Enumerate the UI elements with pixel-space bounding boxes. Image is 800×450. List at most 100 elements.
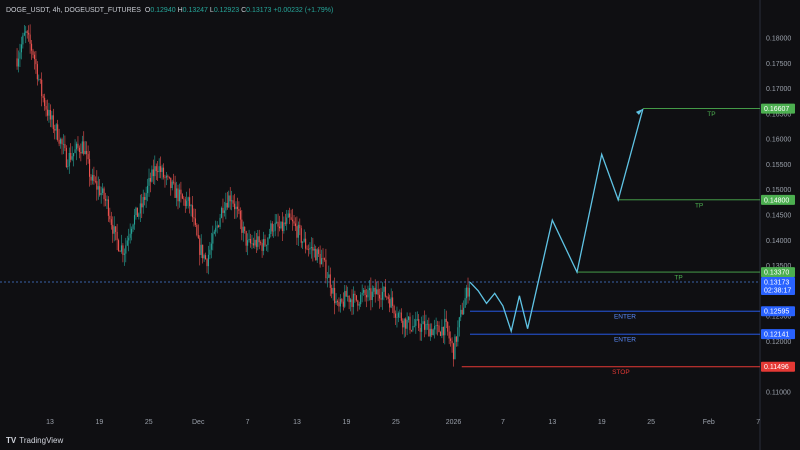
candle-body xyxy=(194,218,196,225)
close-label: C xyxy=(241,7,247,14)
candle-body xyxy=(370,288,372,301)
candle-body xyxy=(399,312,401,314)
candle-body xyxy=(206,259,208,267)
candle-body xyxy=(447,321,449,332)
candle-body xyxy=(265,245,268,246)
candle-body xyxy=(35,59,37,65)
current-price-text: 0.13173 xyxy=(764,280,789,287)
candle-body xyxy=(165,175,167,178)
x-tick-label: 19 xyxy=(343,419,351,426)
candle-body xyxy=(138,213,140,217)
candle-body xyxy=(460,309,462,318)
candle-body xyxy=(383,286,385,292)
symbol-legend: DOGE_USDT, 4h, DOGEUSDT_FUTURES O0.12940… xyxy=(6,7,333,14)
candle-body xyxy=(65,148,67,168)
candle-body xyxy=(306,248,308,250)
candle-body xyxy=(171,181,173,189)
candle-body xyxy=(270,223,272,234)
candle-body xyxy=(115,226,117,232)
projection-path[interactable] xyxy=(469,108,644,334)
x-tick-label: Dec xyxy=(192,419,205,426)
candle-body xyxy=(303,238,305,242)
tradingview-branding[interactable]: TV TradingView xyxy=(6,436,63,445)
candle-body xyxy=(162,167,165,178)
candle-body xyxy=(91,174,94,181)
candle-body xyxy=(374,287,376,295)
candle-body xyxy=(78,147,80,153)
candle-body xyxy=(29,34,31,44)
candle-body xyxy=(119,251,121,252)
level-label-tp: TP xyxy=(674,275,682,282)
candle-body xyxy=(155,166,157,172)
candle-body xyxy=(364,289,366,296)
candle-body xyxy=(116,231,118,241)
candle-body xyxy=(444,318,446,336)
candle-body xyxy=(213,231,215,234)
candle-body xyxy=(141,203,143,208)
candle-body xyxy=(352,293,355,307)
candle-body xyxy=(415,319,417,326)
candle-body xyxy=(409,316,411,331)
candle-body xyxy=(77,143,79,148)
x-tick-label: 19 xyxy=(598,419,606,426)
candle-body xyxy=(54,129,56,131)
candle-body xyxy=(267,237,269,246)
candle-body xyxy=(173,181,175,183)
candle-body xyxy=(365,295,368,298)
candle-body xyxy=(200,244,202,255)
candle-body xyxy=(135,207,137,216)
candle-body xyxy=(402,320,404,328)
level-price-tag-tp xyxy=(761,103,795,114)
candle-body xyxy=(392,297,394,306)
candle-body xyxy=(235,206,237,210)
candle-body xyxy=(100,193,102,196)
candle-body xyxy=(139,203,141,214)
candle-body xyxy=(203,255,205,259)
candle-body xyxy=(255,239,257,247)
candle-body xyxy=(281,221,283,232)
candle-body xyxy=(309,248,311,250)
candle-body xyxy=(123,253,125,255)
candle-body xyxy=(264,239,266,246)
candle-body xyxy=(74,149,76,154)
candle-body xyxy=(160,166,162,172)
candle-body xyxy=(338,302,340,307)
candle-body xyxy=(174,182,176,198)
symbol-title[interactable]: DOGE_USDT, 4h, DOGEUSDT_FUTURES xyxy=(6,7,141,14)
candle-body xyxy=(379,294,381,299)
candle-body xyxy=(290,217,292,220)
candle-body xyxy=(455,336,457,342)
candle-body xyxy=(154,166,156,177)
y-tick-label: 0.11000 xyxy=(766,389,791,396)
candle-body xyxy=(367,290,369,298)
candle-body xyxy=(81,141,83,154)
candle-body xyxy=(118,240,120,252)
y-tick-label: 0.15000 xyxy=(766,187,791,194)
candle-body xyxy=(293,221,295,224)
candle-body xyxy=(180,189,182,195)
high-value: 0.13247 xyxy=(182,7,208,14)
level-price-text: 0.12595 xyxy=(764,309,789,316)
candle-body xyxy=(209,249,211,255)
candle-body xyxy=(468,287,471,297)
candle-body xyxy=(142,197,144,208)
x-tick-label: 7 xyxy=(501,419,505,426)
candle-body xyxy=(435,325,437,327)
candle-body xyxy=(252,243,254,246)
candle-body xyxy=(178,189,181,202)
level-label-enter: ENTER xyxy=(614,337,636,344)
candle-body xyxy=(225,202,227,211)
candle-body xyxy=(245,231,247,246)
candle-body xyxy=(410,330,413,331)
candle-body xyxy=(248,238,250,241)
x-tick-label: 25 xyxy=(392,419,400,426)
candle-body xyxy=(354,293,356,296)
level-label-tp: TP xyxy=(707,111,715,118)
candle-body xyxy=(434,326,436,330)
candle-body xyxy=(390,297,392,308)
candle-body xyxy=(19,52,21,59)
candle-body xyxy=(145,193,147,200)
candle-body xyxy=(437,325,439,326)
